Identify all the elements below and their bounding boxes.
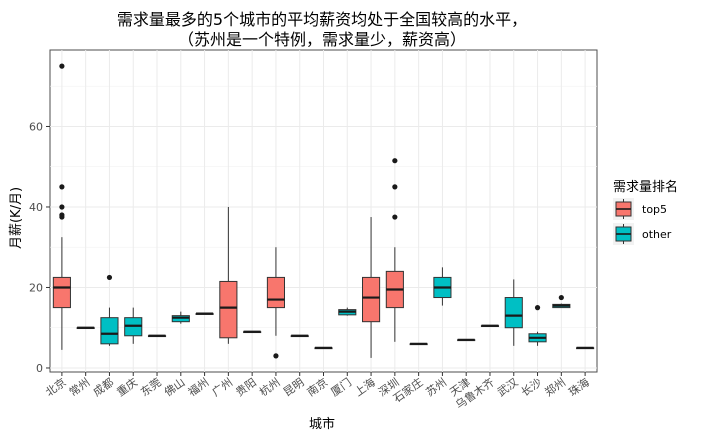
x-tick-label: 重庆 [114,375,140,399]
box-厦门 [338,307,357,316]
outlier-point [273,353,279,359]
x-tick-label: 东莞 [138,376,163,399]
legend-label: top5 [642,203,667,216]
legend-title: 需求量排名 [613,179,678,195]
x-tick-label: 苏州 [424,376,449,399]
y-axis: 0 20 40 60 [29,120,50,375]
outlier-point [106,274,113,281]
outlier-point [59,63,65,69]
box-重庆 [124,307,143,344]
y-tick-label: 60 [29,120,43,133]
y-axis-label: 月薪(K/月) [9,187,24,249]
box-珠海 [576,346,595,350]
x-tick-label: 珠海 [566,375,592,399]
x-tick-label: 郑州 [542,375,568,399]
outlier-point [59,204,65,210]
box-昆明 [290,334,309,338]
x-axis-label: 城市 [309,416,335,432]
box-东莞 [147,334,167,338]
x-tick-label: 杭州 [257,375,283,399]
x-tick-label: 福州 [185,375,211,399]
x-tick-label: 厦门 [328,375,354,399]
x-tick-label: 武汉 [495,376,520,399]
x-tick-label: 成都 [91,376,116,399]
iqr-box [362,276,381,323]
legend: 需求量排名 top5 other [613,179,678,245]
y-tick-label: 0 [36,362,43,375]
box-武汉 [504,279,523,346]
iqr-box [504,297,523,329]
outlier-point [392,184,398,190]
x-tick-label: 北京 [43,375,69,399]
x-axis: 北京常州成都重庆东莞佛山福州广州贵阳杭州昆明南京厦门上海深圳石家庄苏州天津乌鲁木… [43,372,592,412]
x-tick-label: 南京 [304,375,330,399]
outlier-point [59,184,65,190]
box-成都 [100,274,119,346]
iqr-box [266,276,285,309]
chart-title-line-2: （苏州是一个特例，需求量少，薪资高） [178,30,466,49]
box-郑州 [552,294,571,309]
legend-label: other [642,228,672,241]
box-上海 [362,217,381,358]
chart-title-line-1: 需求量最多的5个城市的平均薪资均处于全国较高的水平， [117,10,527,29]
y-tick-label: 20 [29,281,43,294]
major-gridlines [50,50,597,372]
box-南京 [314,346,333,350]
outlier-point [392,158,398,164]
box-乌鲁木齐 [480,324,500,328]
box-贵阳 [243,330,262,334]
legend-item-other: other [613,223,672,245]
box-广州 [219,206,238,344]
box-杭州 [266,247,285,359]
outlier-point [558,294,564,301]
box-苏州 [433,267,452,306]
box-深圳 [385,158,404,342]
iqr-box [100,317,119,345]
box-长沙 [528,305,547,346]
outlier-point [59,212,65,218]
box-福州 [195,312,214,315]
box-北京 [52,63,71,350]
y-tick-label: 40 [29,201,43,214]
legend-item-top5: top5 [613,198,667,220]
x-tick-label: 长沙 [519,376,544,399]
box-天津 [457,338,476,342]
box-佛山 [171,311,190,324]
iqr-box [219,280,238,339]
iqr-box [52,276,71,309]
x-tick-label: 贵阳 [233,376,258,399]
x-tick-label: 佛山 [162,376,187,399]
outlier-point [534,305,541,311]
x-tick-label: 广州 [210,376,235,399]
box-石家庄 [409,342,428,346]
outlier-point [392,214,398,220]
boxplot-boxes [52,63,595,359]
x-tick-label: 常州 [67,376,92,399]
box-常州 [76,326,95,330]
x-tick-label: 上海 [352,375,378,399]
x-tick-label: 昆明 [281,376,306,399]
